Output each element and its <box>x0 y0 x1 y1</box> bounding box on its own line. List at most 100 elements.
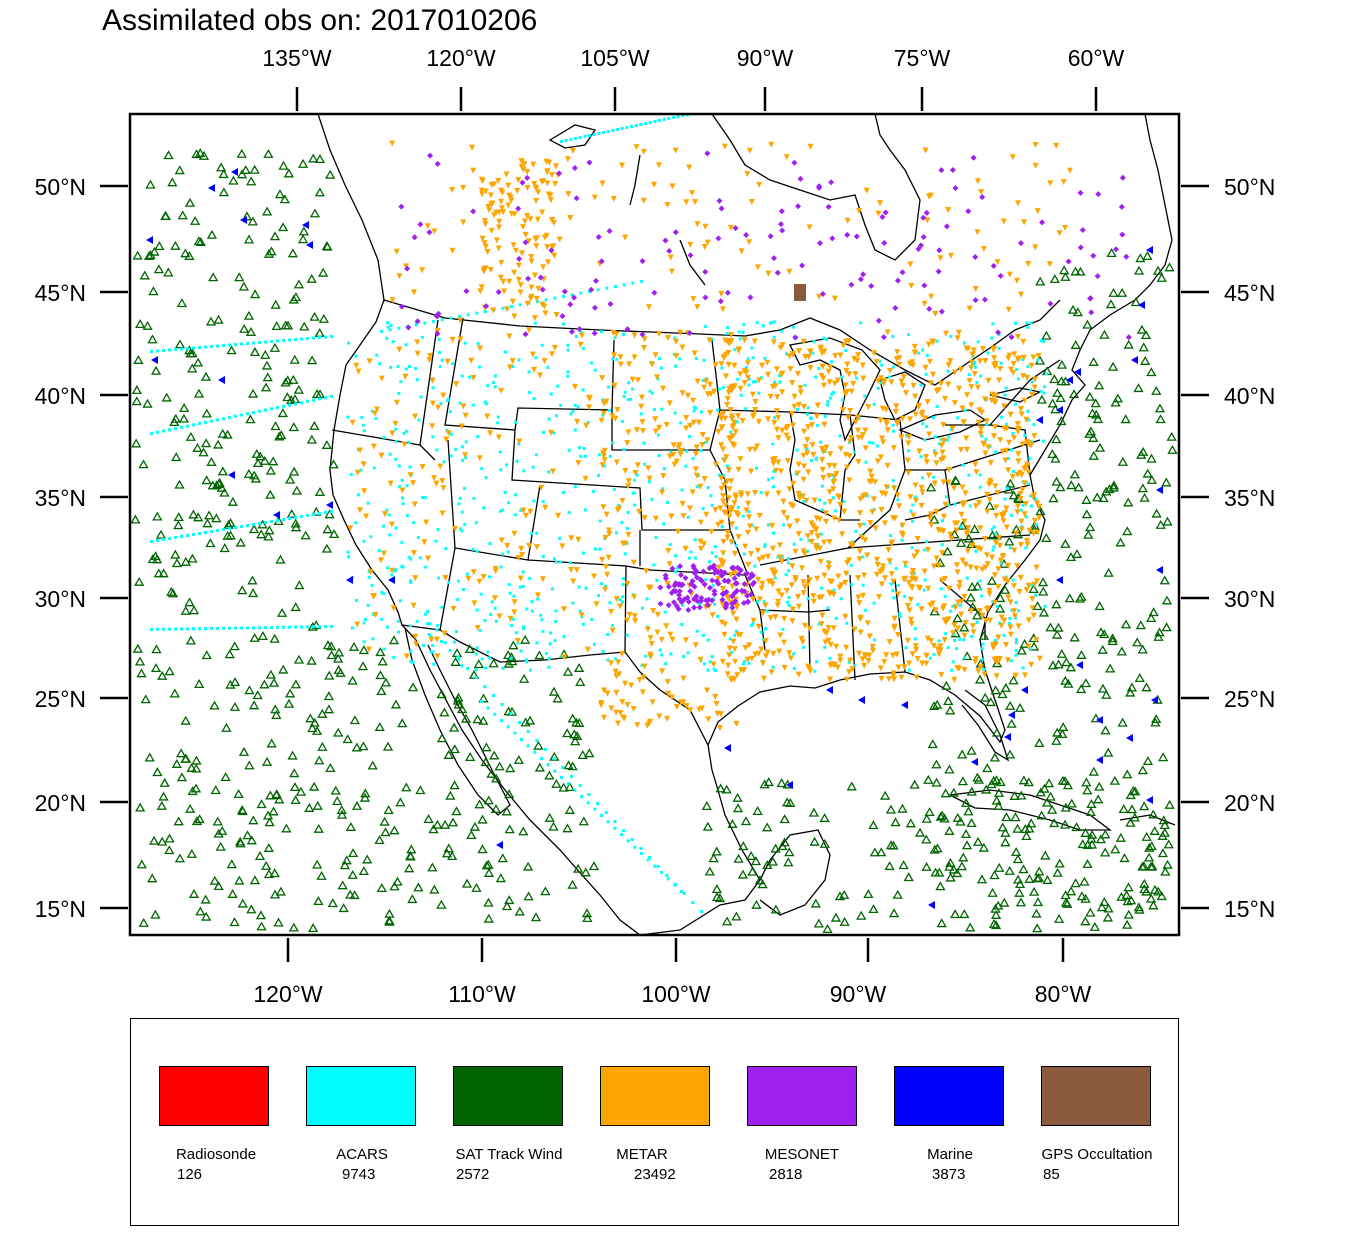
sat-wind-marker <box>163 267 174 277</box>
sat-wind-marker <box>819 813 830 823</box>
metar-marker <box>613 331 620 338</box>
mesonet-marker <box>1088 309 1095 316</box>
acars-marker <box>802 500 806 504</box>
acars-marker <box>391 340 395 344</box>
sat-wind-marker <box>995 593 1006 603</box>
metar-marker <box>707 381 714 388</box>
metar-marker <box>912 643 919 650</box>
acars-marker <box>380 590 384 594</box>
acars-marker <box>776 555 780 559</box>
sat-wind-marker <box>246 835 257 845</box>
metar-marker <box>527 216 534 223</box>
sat-wind-marker <box>188 509 199 519</box>
sat-wind-marker <box>164 833 175 843</box>
metar-marker <box>798 635 805 642</box>
acars-marker <box>944 495 948 499</box>
sat-wind-marker <box>317 708 328 718</box>
acars-marker <box>1006 486 1010 490</box>
mesonet-marker <box>668 589 675 596</box>
acars-marker <box>951 604 955 608</box>
sat-wind-marker <box>263 842 274 852</box>
sat-wind-marker <box>171 558 183 568</box>
metar-marker <box>534 592 541 599</box>
sat-wind-marker <box>348 641 360 651</box>
metar-marker <box>924 399 931 406</box>
acars-marker <box>529 532 533 536</box>
acars-marker <box>553 639 557 643</box>
mesonet-marker <box>995 329 1002 336</box>
metar-marker <box>487 430 494 437</box>
metar-marker <box>1021 480 1028 487</box>
mesonet-marker <box>713 568 720 575</box>
metar-marker <box>389 430 396 437</box>
metar-marker <box>826 473 833 480</box>
metar-marker <box>1015 426 1022 433</box>
metar-marker <box>748 655 755 662</box>
acars-marker <box>306 399 309 403</box>
metar-marker <box>831 515 838 522</box>
acars-marker <box>717 387 721 391</box>
metar-marker <box>1031 581 1038 588</box>
sat-wind-marker <box>1093 380 1105 390</box>
sat-wind-marker <box>1133 902 1144 912</box>
sat-wind-marker <box>389 881 400 891</box>
metar-marker <box>524 184 531 191</box>
sat-wind-marker <box>985 697 996 707</box>
sat-wind-marker <box>897 803 908 813</box>
acars-marker <box>476 435 480 439</box>
metar-marker <box>985 377 992 384</box>
metar-marker <box>754 443 761 450</box>
metar-marker <box>796 348 803 355</box>
sat-wind-marker <box>813 918 824 928</box>
acars-marker <box>574 137 577 140</box>
sat-wind-marker <box>180 605 191 615</box>
acars-marker <box>1009 448 1013 452</box>
metar-marker <box>426 357 433 364</box>
metar-marker <box>922 147 929 154</box>
acars-marker <box>318 336 321 339</box>
acars-marker <box>475 608 479 612</box>
acars-marker <box>648 121 652 124</box>
metar-marker <box>932 451 939 458</box>
acars-marker <box>667 117 671 120</box>
metar-marker <box>544 259 551 266</box>
sat-wind-marker <box>1060 538 1071 548</box>
metar-marker <box>490 307 497 314</box>
metar-marker <box>940 422 947 429</box>
acars-marker <box>378 362 382 366</box>
metar-marker <box>940 479 947 486</box>
metar-marker <box>1001 510 1008 517</box>
mesonet-marker <box>733 587 740 594</box>
acars-marker <box>518 303 522 307</box>
metar-marker <box>599 375 606 382</box>
metar-marker <box>814 575 821 582</box>
metar-marker <box>890 578 897 585</box>
metar-marker <box>1031 518 1038 525</box>
acars-marker <box>706 638 710 642</box>
metar-marker <box>440 485 447 492</box>
acars-marker <box>258 341 261 344</box>
metar-marker <box>855 458 862 465</box>
acars-marker <box>456 597 460 601</box>
metar-marker <box>690 296 697 303</box>
sat-wind-marker <box>207 480 218 490</box>
acars-marker <box>554 619 558 623</box>
mesonet-marker <box>729 593 736 600</box>
metar-marker <box>403 263 410 270</box>
sat-wind-marker <box>483 913 494 923</box>
acars-marker <box>704 324 708 328</box>
acars-marker <box>823 645 827 649</box>
sat-wind-marker <box>300 530 311 540</box>
acars-marker <box>928 656 932 660</box>
sat-wind-marker <box>133 355 144 364</box>
metar-marker <box>907 583 914 590</box>
metar-marker <box>894 349 901 356</box>
sat-wind-marker <box>234 875 245 885</box>
metar-marker <box>601 687 608 694</box>
acars-marker <box>669 652 673 656</box>
acars-marker <box>1004 422 1008 426</box>
acars-marker <box>1025 321 1029 325</box>
legend-swatch-metar <box>600 1066 710 1126</box>
metar-marker <box>1003 425 1010 432</box>
metar-marker <box>807 365 814 372</box>
